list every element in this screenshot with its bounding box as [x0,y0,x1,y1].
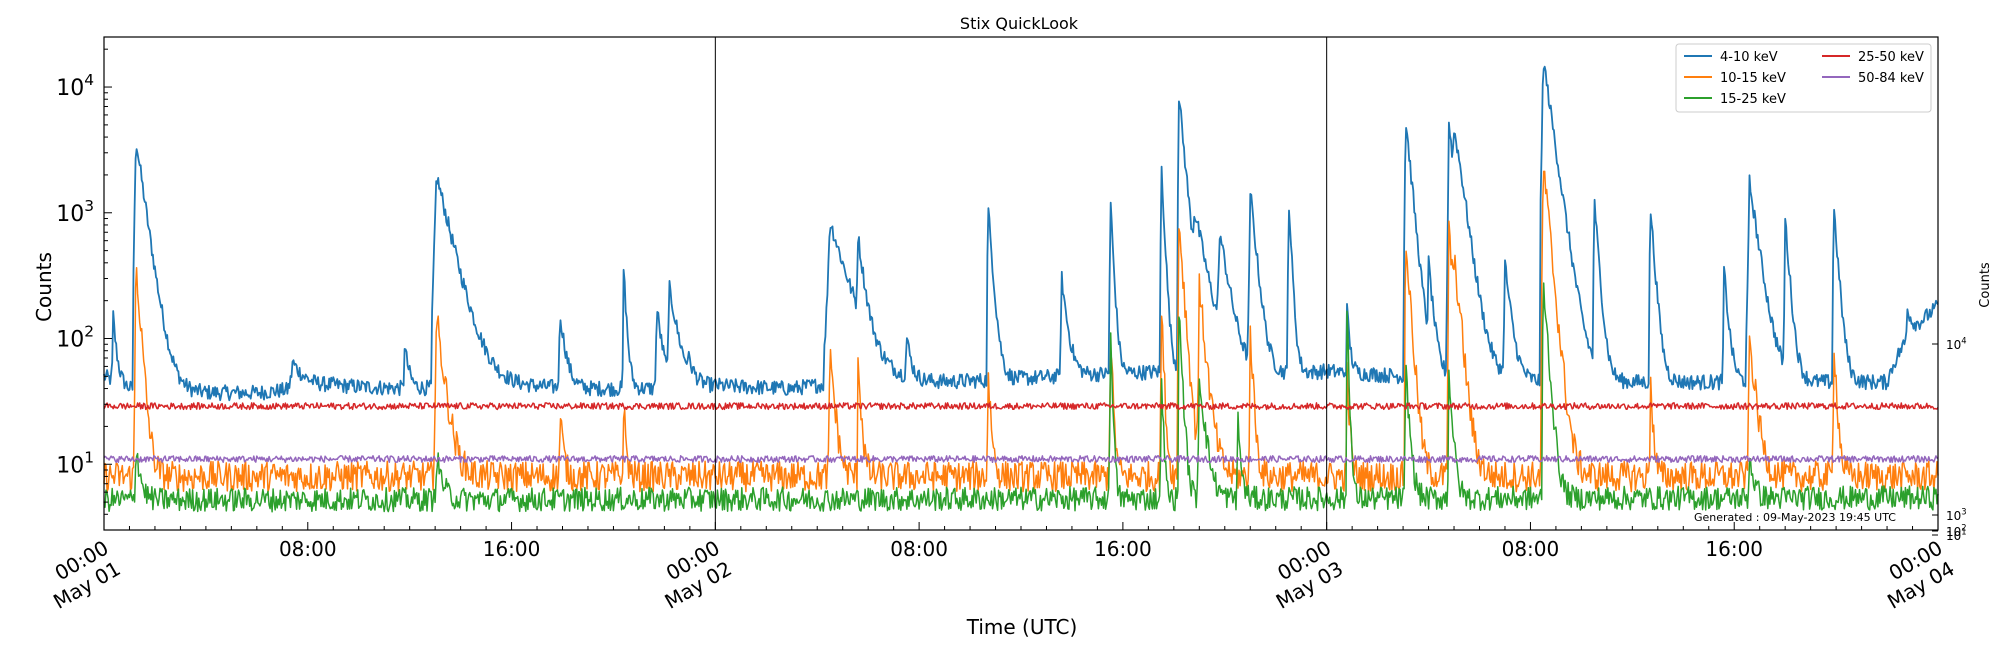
right-y-tick-label: 101 [1946,527,1967,543]
series-15-25-kev-line [103,282,1939,513]
y-tick-label: 102 [56,323,94,353]
series-10-15-kev-line [103,170,1939,493]
right-y-tick-label-exp: 1 [1961,527,1966,537]
series-25-50-kev-line [103,402,1939,411]
right-y-axis-label: Counts [1978,262,1993,308]
y-axis-label: Counts [32,252,56,322]
y-tick-label-exp: 3 [84,197,94,215]
y-tick-label: 103 [56,197,94,227]
legend-label-25-50-kev: 25-50 keV [1858,50,1924,65]
series-50-84-kev-line [103,455,1939,464]
x-tick-label: 08:00 [890,537,948,561]
right-y-tick-label-exp: 2 [1961,523,1966,533]
right-y-tick-label-base: 10 [1946,525,1961,539]
right-y-tick-label: 103 [1946,507,1967,523]
legend-label-4-10-kev: 4-10 keV [1720,50,1778,65]
x-tick-label: 16:00 [1705,537,1763,561]
legend-label-50-84-kev: 50-84 keV [1858,71,1924,86]
day-boundary-lines [714,37,1328,530]
y-tick-label-exp: 1 [84,448,94,466]
right-y-tick-label-exp: 3 [1961,507,1966,517]
y-tick-label-base: 10 [56,202,84,227]
y-tick-label: 104 [56,71,94,101]
right-y-tick-label-base: 10 [1946,338,1961,352]
plot-lines [103,65,1939,513]
generated-annotation: Generated : 09-May-2023 19:45 UTC [1694,511,1896,524]
y-tick-label-exp: 2 [84,323,94,341]
y-tick-label: 101 [56,448,94,478]
x-tick-label: 16:00 [1094,537,1152,561]
legend-label-15-25-kev: 15-25 keV [1720,92,1786,107]
legend-box [1675,43,1932,113]
series-4-10-kev-line [103,65,1939,402]
right-y-tick-label-exp: 4 [1961,336,1966,346]
y-tick-label-base: 10 [56,76,84,101]
x-tick-label: 16:00 [483,537,541,561]
x-tick-label: 08:00 [1502,537,1560,561]
legend: 4-10 keV 10-15 keV 15-25 keV 25-50 keV 50-84… [1675,43,1932,113]
right-y-tick-label: 104 [1946,336,1967,352]
y-tick-label-base: 10 [56,328,84,353]
right-y-tick-label-base: 10 [1946,529,1961,543]
right-y-tick-label: 102 [1946,523,1967,539]
y-tick-label-base: 10 [56,453,84,478]
right-y-tick-label-base: 10 [1946,509,1961,523]
x-tick-label: 08:00 [279,537,337,561]
chart-title: Stix QuickLook [960,14,1079,33]
legend-label-10-15-kev: 10-15 keV [1720,71,1786,86]
y-tick-label-exp: 4 [84,71,94,89]
x-axis-label: Time (UTC) [966,615,1078,639]
